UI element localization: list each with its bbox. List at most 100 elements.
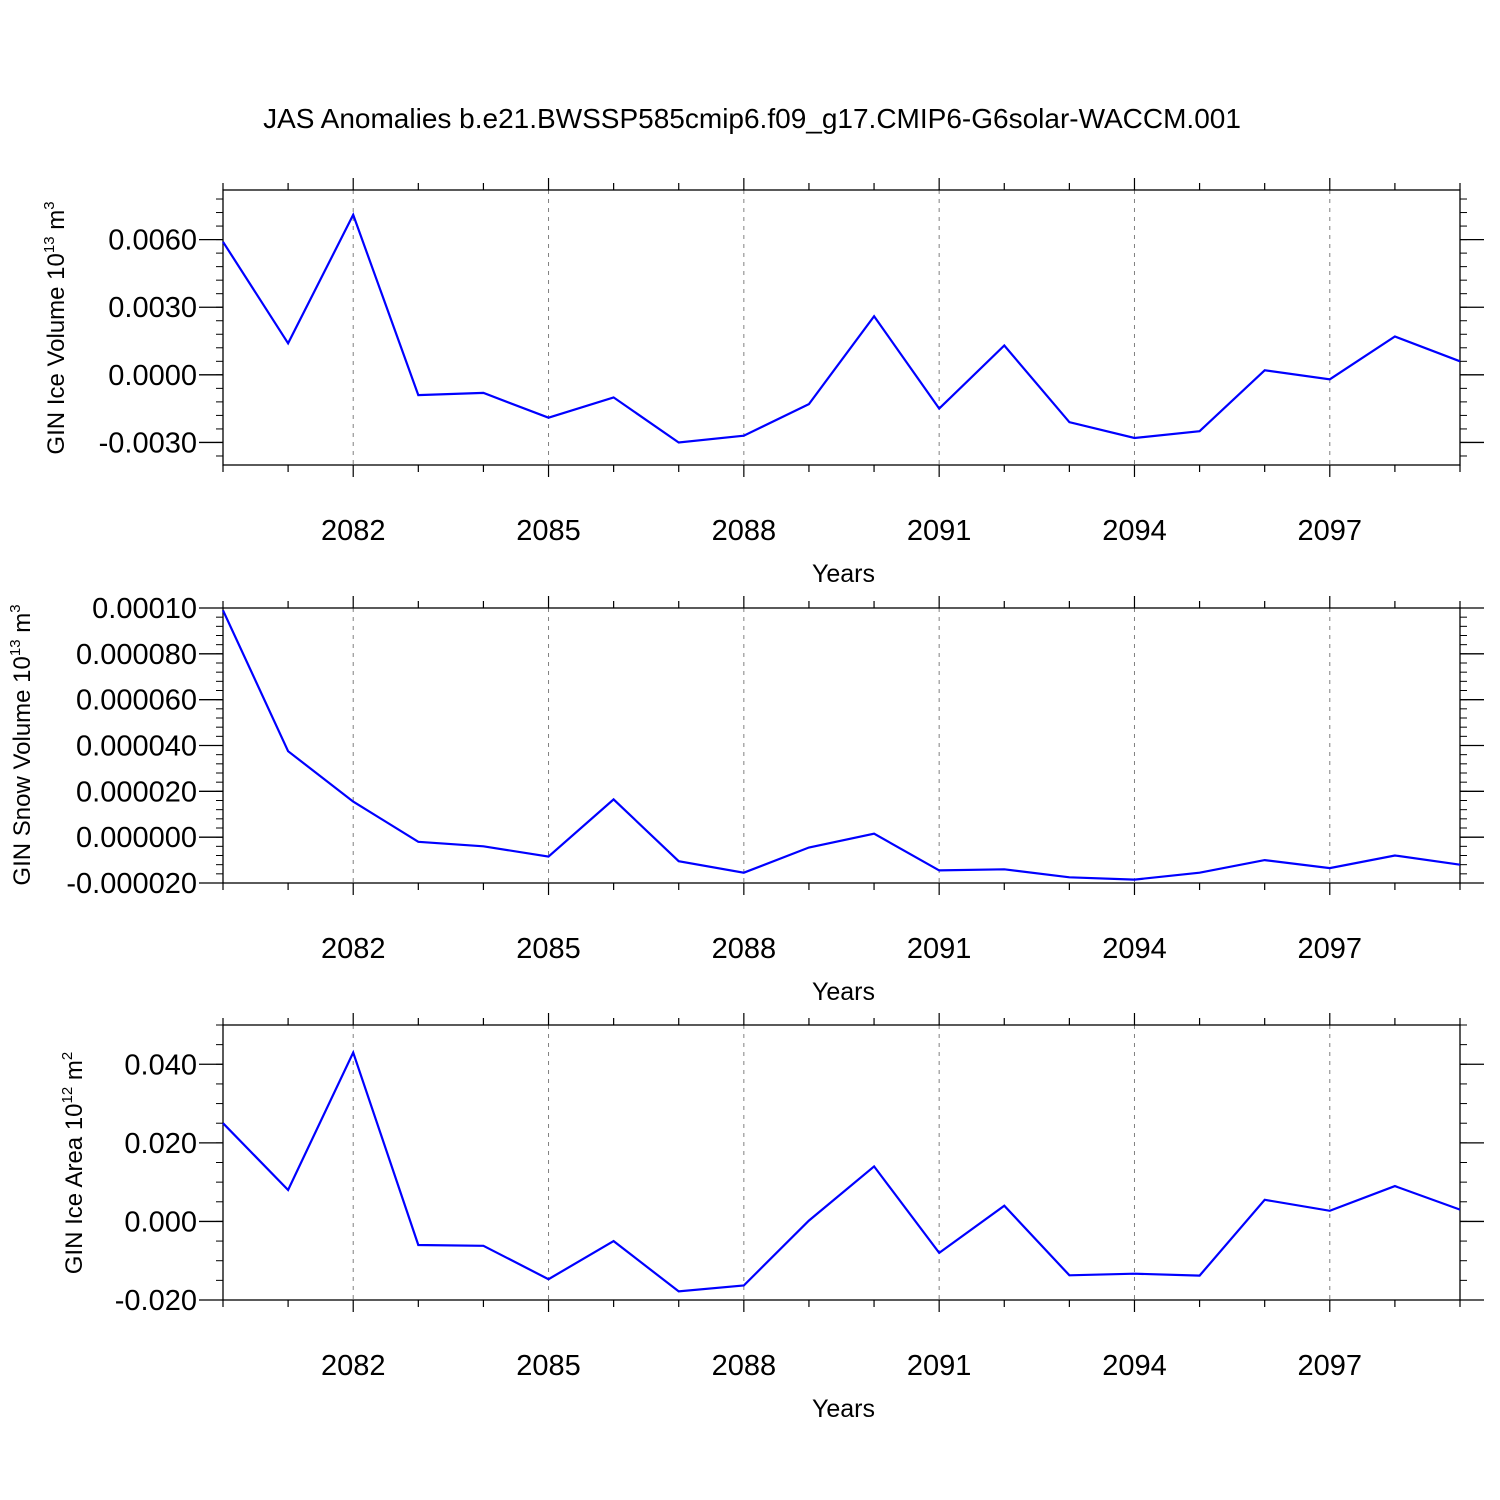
data-point <box>222 609 224 611</box>
chart-title: JAS Anomalies b.e21.BWSSP585cmip6.f09_g1… <box>263 103 1241 134</box>
data-point <box>352 1051 354 1053</box>
x-tick-label: 2082 <box>321 1350 386 1382</box>
series-line <box>222 212 1461 444</box>
y-tick-label: -0.0030 <box>99 427 197 459</box>
data-point <box>547 855 549 857</box>
data-point <box>612 396 614 398</box>
data-point <box>482 392 484 394</box>
x-tick-label: 2091 <box>907 515 972 547</box>
data-point <box>808 403 810 405</box>
data-point <box>482 1245 484 1247</box>
x-tick-label: 2094 <box>1102 1350 1167 1382</box>
data-point <box>1394 854 1396 856</box>
data-point <box>1198 871 1200 873</box>
y-tick-label: 0.0030 <box>108 292 197 324</box>
data-point <box>938 1252 940 1254</box>
x-axis-label: Years <box>812 978 875 1006</box>
plot-frame <box>222 189 1461 466</box>
panel-snow-volume: 2082 2085 2088 2091 2094 2097 Years -0.000020 0.… <box>7 593 1484 1006</box>
x-tick-label: 2082 <box>321 515 386 547</box>
data-point <box>352 800 354 802</box>
y-axis-label: GIN Ice Volume 1013 m3 <box>41 201 70 454</box>
data-point <box>417 1244 419 1246</box>
data-point <box>1394 1185 1396 1187</box>
data-point <box>547 416 549 418</box>
data-point <box>678 1290 680 1292</box>
data-point <box>1459 360 1461 362</box>
x-tick-label: 2088 <box>712 1350 777 1382</box>
x-tick-label: 2097 <box>1298 515 1363 547</box>
x-tick-label: 2091 <box>907 933 972 965</box>
x-tick-label: 2082 <box>321 933 386 965</box>
data-point <box>1003 868 1005 870</box>
data-point <box>1068 421 1070 423</box>
data-point <box>612 798 614 800</box>
y-tick-label: 0.020 <box>124 1128 197 1160</box>
panel-ice-volume: 2082 2085 2088 2091 2094 2097 Years -0.0030 0.00… <box>41 178 1484 588</box>
data-point <box>938 407 940 409</box>
data-point <box>1133 878 1135 880</box>
y-tick-label: 0.000080 <box>76 639 197 671</box>
data-point <box>1394 335 1396 337</box>
data-point <box>1263 859 1265 861</box>
x-tick-label: 2085 <box>516 515 581 547</box>
y-tick-label: 0.000000 <box>76 822 197 854</box>
data-point <box>1003 344 1005 346</box>
y-tick-label: 0.0000 <box>108 360 197 392</box>
x-tick-label: 2097 <box>1298 933 1363 965</box>
y-tick-label: 0.040 <box>124 1049 197 1081</box>
data-point <box>938 869 940 871</box>
plot-frame <box>222 1024 1461 1301</box>
data-point <box>352 214 354 216</box>
x-tick-label: 2094 <box>1102 933 1167 965</box>
series-line <box>222 1049 1461 1293</box>
data-point <box>1133 437 1135 439</box>
data-point <box>808 1219 810 1221</box>
y-tick-label: -0.020 <box>115 1285 197 1317</box>
data-point <box>678 860 680 862</box>
data-point <box>1459 1208 1461 1210</box>
data-point <box>1003 1205 1005 1207</box>
x-tick-label: 2094 <box>1102 515 1167 547</box>
y-tick-label: 0.000040 <box>76 731 197 763</box>
data-point <box>287 1189 289 1191</box>
data-point <box>1329 378 1331 380</box>
data-point <box>222 241 224 243</box>
x-axis-label: Years <box>812 560 875 588</box>
data-point <box>287 342 289 344</box>
y-tick-label: 0.00010 <box>92 593 197 625</box>
data-point <box>482 845 484 847</box>
data-point <box>873 1165 875 1167</box>
data-point <box>547 1278 549 1280</box>
data-point <box>873 315 875 317</box>
data-point <box>873 833 875 835</box>
x-tick-label: 2088 <box>712 933 777 965</box>
x-axis-label: Years <box>812 1395 875 1423</box>
panel-ice-area: 2082 2085 2088 2091 2094 2097 Years -0.020 0.000… <box>59 1013 1484 1423</box>
plot-frame <box>222 607 1461 884</box>
data-point <box>743 1284 745 1286</box>
y-axis-label: GIN Snow Volume 1013 m3 <box>7 604 36 885</box>
data-point <box>1459 863 1461 865</box>
data-point <box>1198 430 1200 432</box>
y-tick-label: 0.000020 <box>76 776 197 808</box>
x-tick-label: 2088 <box>712 515 777 547</box>
data-point <box>1133 1272 1135 1274</box>
data-point <box>678 441 680 443</box>
data-point <box>743 871 745 873</box>
x-tick-label: 2097 <box>1298 1350 1363 1382</box>
data-point <box>222 1122 224 1124</box>
series-line <box>222 609 1461 881</box>
data-point <box>1068 1274 1070 1276</box>
data-point <box>612 1240 614 1242</box>
x-tick-label: 2085 <box>516 1350 581 1382</box>
data-point <box>1198 1274 1200 1276</box>
data-point <box>743 434 745 436</box>
data-point <box>417 841 419 843</box>
x-tick-label: 2091 <box>907 1350 972 1382</box>
data-point <box>1263 1199 1265 1201</box>
y-axis-label: GIN Ice Area 1012 m2 <box>59 1052 88 1274</box>
x-tick-label: 2085 <box>516 933 581 965</box>
y-tick-label: 0.000 <box>124 1206 197 1238</box>
